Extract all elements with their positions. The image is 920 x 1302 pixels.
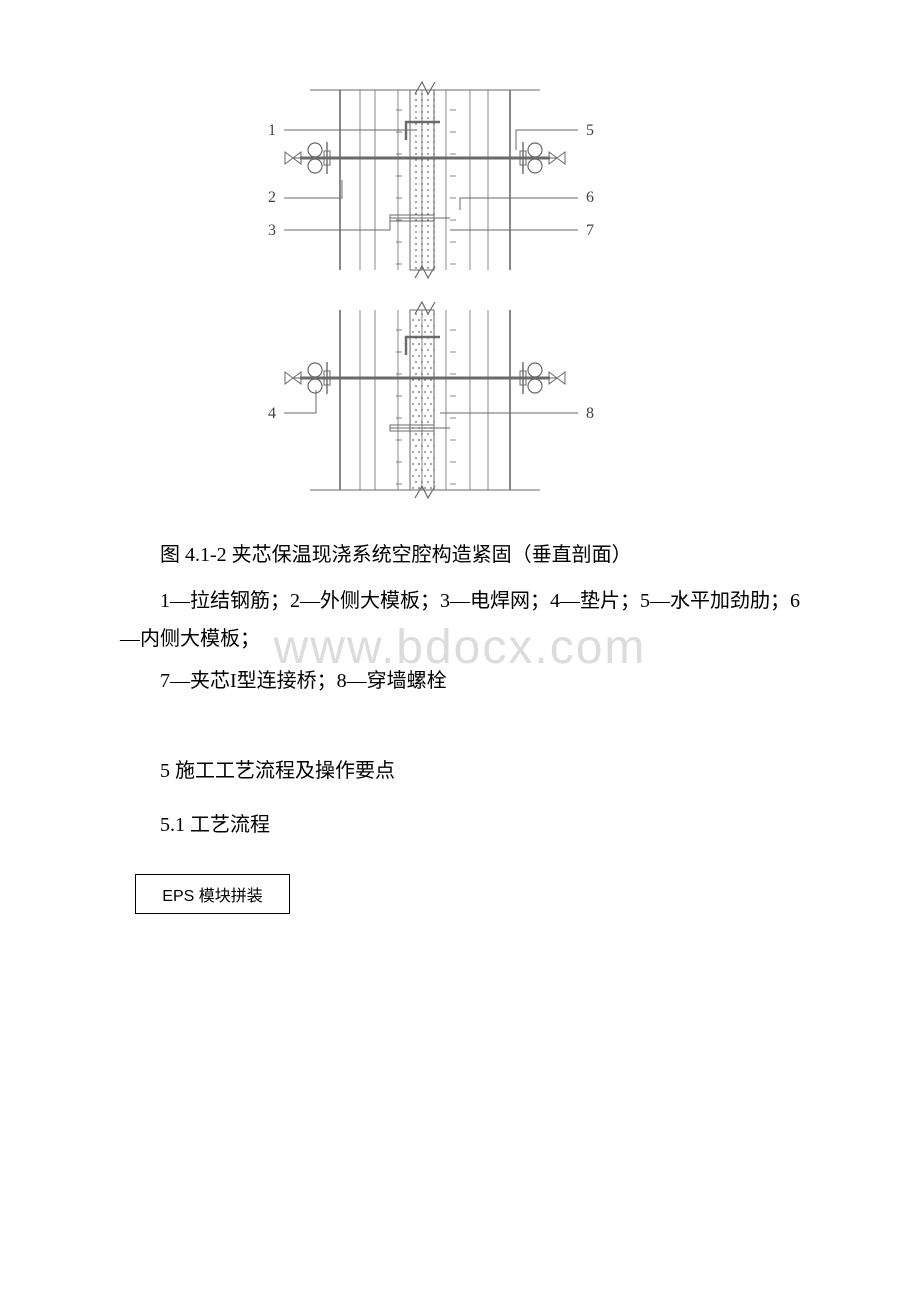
svg-text:1: 1 bbox=[268, 122, 276, 139]
subsection-heading: 5.1 工艺流程 bbox=[120, 806, 800, 844]
section-heading: 5 施工工艺流程及操作要点 bbox=[120, 752, 800, 790]
legend-line-1: 1—拉结钢筋；2—外侧大模板；3—电焊网；4—垫片；5—水平加劲肋；6—内侧大模… bbox=[120, 582, 800, 658]
svg-text:5: 5 bbox=[586, 122, 594, 139]
legend-line-2: 7—夹芯I型连接桥；8—穿墙螺栓 bbox=[120, 662, 800, 700]
diagram-svg: 1 2 3 4 5 6 7 8 bbox=[150, 80, 630, 500]
svg-text:7: 7 bbox=[586, 222, 594, 239]
diagram-figure: 1 2 3 4 5 6 7 8 bbox=[150, 80, 630, 500]
process-step-label: EPS 模块拼装 bbox=[162, 882, 262, 906]
svg-text:3: 3 bbox=[268, 222, 276, 239]
process-step-box: EPS 模块拼装 bbox=[135, 874, 290, 914]
svg-text:8: 8 bbox=[586, 405, 594, 422]
svg-text:4: 4 bbox=[268, 405, 276, 422]
figure-caption: 图 4.1-2 夹芯保温现浇系统空腔构造紧固（垂直剖面） bbox=[120, 536, 800, 574]
svg-text:2: 2 bbox=[268, 189, 276, 206]
svg-text:6: 6 bbox=[586, 189, 594, 206]
